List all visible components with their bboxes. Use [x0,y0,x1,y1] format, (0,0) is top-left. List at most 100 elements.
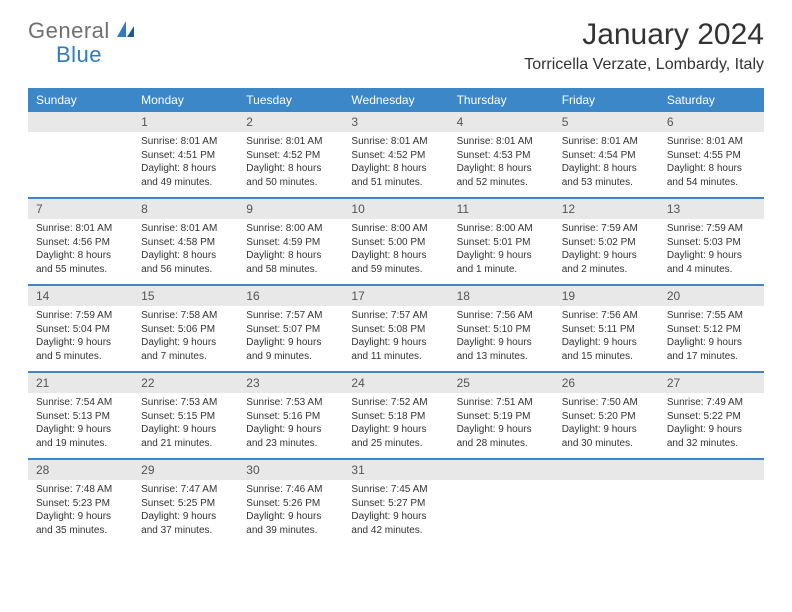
daylight-line-1: Daylight: 8 hours [36,249,125,263]
daylight-line-1: Daylight: 9 hours [562,336,651,350]
daylight-line-2: and 25 minutes. [351,437,440,451]
daylight-line-2: and 28 minutes. [457,437,546,451]
sunrise-line: Sunrise: 7:45 AM [351,483,440,497]
sunrise-line: Sunrise: 7:55 AM [667,309,756,323]
sunrise-line: Sunrise: 8:00 AM [457,222,546,236]
sunset-line: Sunset: 4:54 PM [562,149,651,163]
day-number-cell: 10 [343,198,448,219]
daylight-line-1: Daylight: 9 hours [141,510,230,524]
day-number-cell [449,459,554,480]
daylight-line-1: Daylight: 9 hours [36,510,125,524]
sunrise-line: Sunrise: 8:01 AM [351,135,440,149]
sunset-line: Sunset: 5:10 PM [457,323,546,337]
sunrise-line: Sunrise: 8:01 AM [141,135,230,149]
day-number-cell: 5 [554,112,659,132]
daylight-line-2: and 1 minute. [457,263,546,277]
brand-general: General [28,18,110,44]
daylight-line-1: Daylight: 8 hours [141,162,230,176]
sunrise-line: Sunrise: 8:01 AM [141,222,230,236]
sunset-line: Sunset: 5:08 PM [351,323,440,337]
page-header: General Blue January 2024 Torricella Ver… [0,0,792,74]
day-number-cell: 9 [238,198,343,219]
daylight-line-2: and 56 minutes. [141,263,230,277]
sunset-line: Sunset: 4:58 PM [141,236,230,250]
day-detail-cell: Sunrise: 8:01 AMSunset: 4:58 PMDaylight:… [133,219,238,285]
daylight-line-2: and 15 minutes. [562,350,651,364]
day-number-cell: 8 [133,198,238,219]
day-detail-cell: Sunrise: 8:00 AMSunset: 4:59 PMDaylight:… [238,219,343,285]
daylight-line-2: and 42 minutes. [351,524,440,538]
sunset-line: Sunset: 5:18 PM [351,410,440,424]
daylight-line-2: and 4 minutes. [667,263,756,277]
sunrise-line: Sunrise: 7:53 AM [141,396,230,410]
sunrise-line: Sunrise: 7:49 AM [667,396,756,410]
sunset-line: Sunset: 5:01 PM [457,236,546,250]
sunset-line: Sunset: 5:16 PM [246,410,335,424]
sunset-line: Sunset: 5:04 PM [36,323,125,337]
day-content-row: Sunrise: 7:59 AMSunset: 5:04 PMDaylight:… [28,306,764,372]
title-block: January 2024 Torricella Verzate, Lombard… [524,18,764,74]
daylight-line-2: and 54 minutes. [667,176,756,190]
day-detail-cell: Sunrise: 7:55 AMSunset: 5:12 PMDaylight:… [659,306,764,372]
daylight-line-2: and 55 minutes. [36,263,125,277]
daylight-line-2: and 21 minutes. [141,437,230,451]
sunrise-line: Sunrise: 7:46 AM [246,483,335,497]
day-detail-cell: Sunrise: 8:01 AMSunset: 4:55 PMDaylight:… [659,132,764,198]
day-number-cell: 23 [238,372,343,393]
day-number-cell: 7 [28,198,133,219]
day-number-cell: 25 [449,372,554,393]
day-detail-cell: Sunrise: 7:51 AMSunset: 5:19 PMDaylight:… [449,393,554,459]
sunset-line: Sunset: 5:13 PM [36,410,125,424]
sunset-line: Sunset: 5:20 PM [562,410,651,424]
day-detail-cell: Sunrise: 7:47 AMSunset: 5:25 PMDaylight:… [133,480,238,545]
daylight-line-2: and 37 minutes. [141,524,230,538]
day-detail-cell: Sunrise: 8:00 AMSunset: 5:01 PMDaylight:… [449,219,554,285]
daylight-line-2: and 17 minutes. [667,350,756,364]
day-number-cell: 17 [343,285,448,306]
day-detail-cell: Sunrise: 7:54 AMSunset: 5:13 PMDaylight:… [28,393,133,459]
day-detail-cell: Sunrise: 8:01 AMSunset: 4:52 PMDaylight:… [343,132,448,198]
daylight-line-1: Daylight: 9 hours [562,249,651,263]
daylight-line-2: and 13 minutes. [457,350,546,364]
sunrise-line: Sunrise: 7:52 AM [351,396,440,410]
day-number-cell: 3 [343,112,448,132]
day-number-cell: 22 [133,372,238,393]
sunrise-line: Sunrise: 7:54 AM [36,396,125,410]
day-detail-cell: Sunrise: 7:56 AMSunset: 5:10 PMDaylight:… [449,306,554,372]
sunrise-line: Sunrise: 7:53 AM [246,396,335,410]
day-number-cell: 15 [133,285,238,306]
daylight-line-1: Daylight: 9 hours [141,423,230,437]
sunset-line: Sunset: 4:52 PM [351,149,440,163]
sunset-line: Sunset: 5:27 PM [351,497,440,511]
day-detail-cell [28,132,133,198]
daylight-line-2: and 49 minutes. [141,176,230,190]
day-detail-cell: Sunrise: 8:00 AMSunset: 5:00 PMDaylight:… [343,219,448,285]
daylight-line-2: and 5 minutes. [36,350,125,364]
weekday-header: Tuesday [238,88,343,112]
daylight-line-1: Daylight: 9 hours [36,423,125,437]
daylight-line-1: Daylight: 9 hours [667,423,756,437]
day-detail-cell: Sunrise: 7:46 AMSunset: 5:26 PMDaylight:… [238,480,343,545]
daylight-line-1: Daylight: 9 hours [36,336,125,350]
day-detail-cell: Sunrise: 7:48 AMSunset: 5:23 PMDaylight:… [28,480,133,545]
daynum-row: 78910111213 [28,198,764,219]
daylight-line-1: Daylight: 9 hours [246,510,335,524]
weekday-header: Saturday [659,88,764,112]
sunrise-line: Sunrise: 8:01 AM [457,135,546,149]
sunset-line: Sunset: 5:12 PM [667,323,756,337]
daylight-line-2: and 52 minutes. [457,176,546,190]
day-detail-cell: Sunrise: 8:01 AMSunset: 4:51 PMDaylight:… [133,132,238,198]
day-detail-cell: Sunrise: 7:59 AMSunset: 5:02 PMDaylight:… [554,219,659,285]
day-detail-cell: Sunrise: 7:52 AMSunset: 5:18 PMDaylight:… [343,393,448,459]
day-number-cell [554,459,659,480]
daylight-line-2: and 11 minutes. [351,350,440,364]
daylight-line-2: and 19 minutes. [36,437,125,451]
daylight-line-1: Daylight: 8 hours [351,249,440,263]
daylight-line-1: Daylight: 8 hours [246,162,335,176]
sunrise-line: Sunrise: 7:59 AM [36,309,125,323]
day-detail-cell: Sunrise: 7:53 AMSunset: 5:16 PMDaylight:… [238,393,343,459]
daylight-line-1: Daylight: 9 hours [667,336,756,350]
sunset-line: Sunset: 5:03 PM [667,236,756,250]
day-number-cell [659,459,764,480]
day-detail-cell [659,480,764,545]
